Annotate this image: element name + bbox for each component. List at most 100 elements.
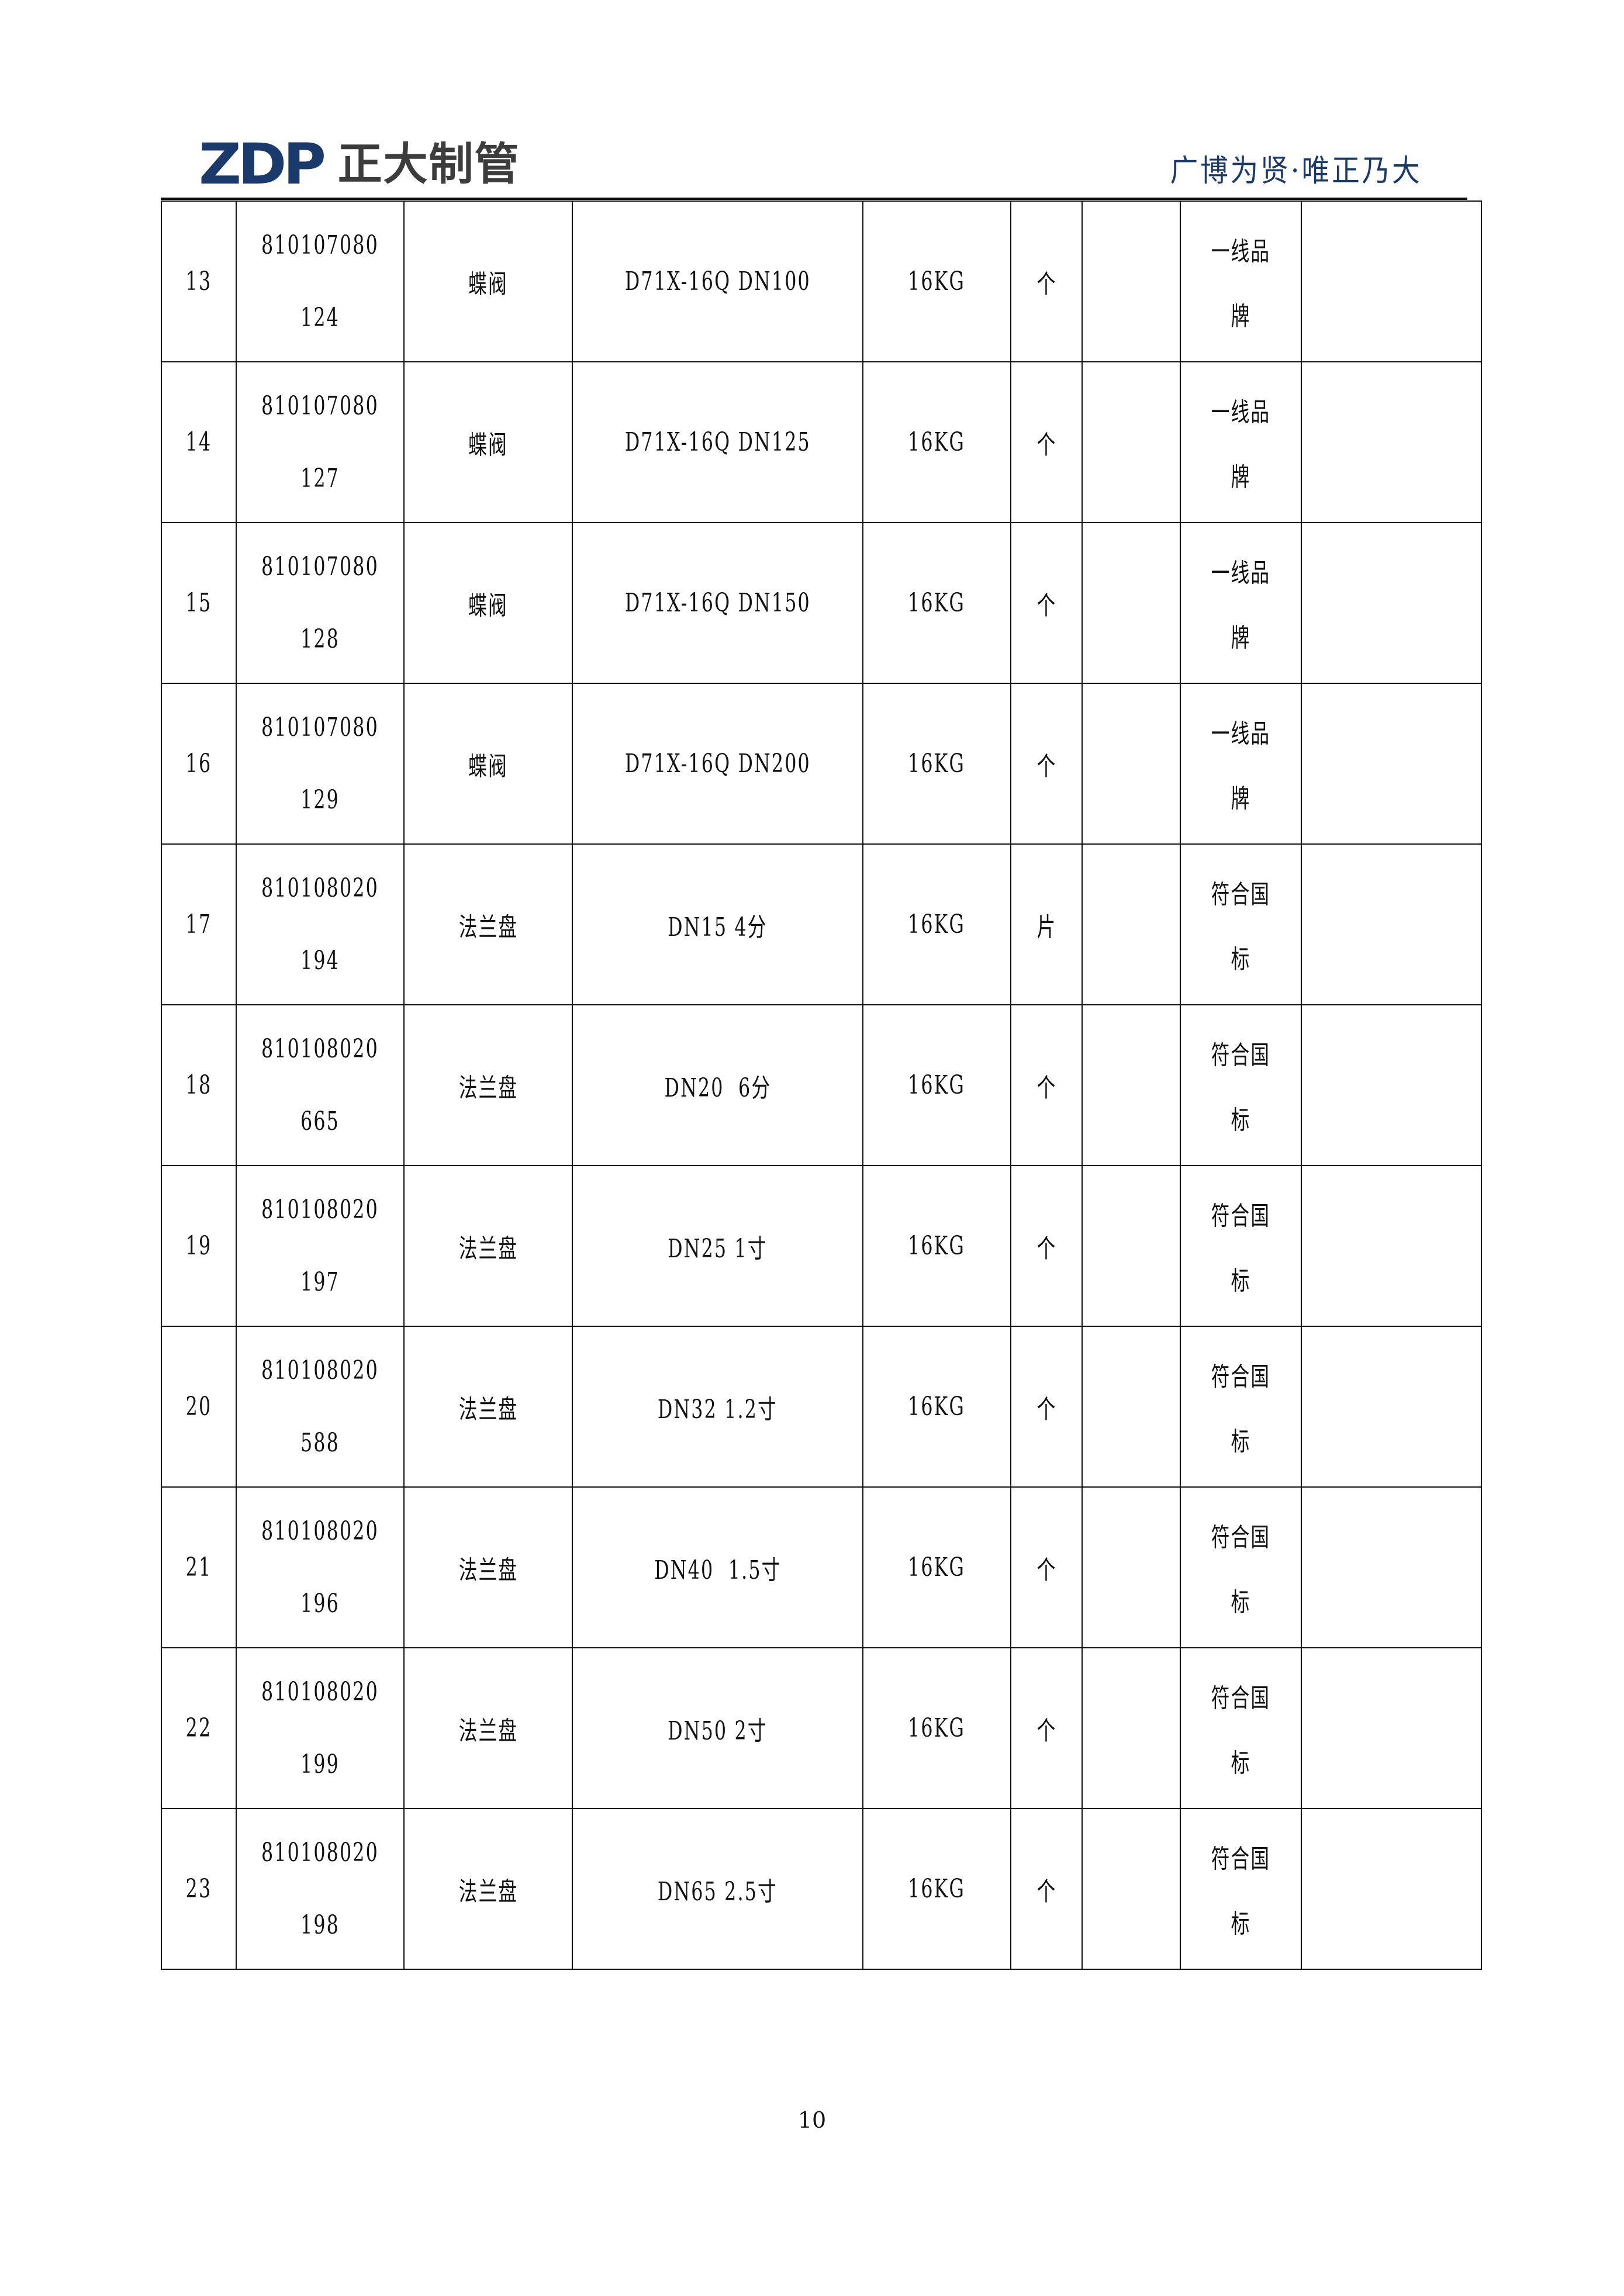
cell-pressure: 16KG (862, 1004, 1011, 1166)
cell-code: 810107080 129 (236, 683, 405, 845)
cell-remark (1301, 1165, 1482, 1327)
cell-text: 法兰盘 (458, 912, 518, 942)
cell-spec: DN25 1寸 (572, 1165, 863, 1327)
cell-qty (1081, 683, 1181, 845)
cell-text-line: 810108020 (261, 1195, 379, 1225)
cell-text: 法兰盘 (458, 1716, 518, 1746)
cell-pressure: 16KG (862, 1165, 1011, 1327)
cell-pressure: 16KG (862, 522, 1011, 684)
cell-no: 22 (161, 1647, 237, 1809)
cell-code: 810107080 124 (236, 200, 405, 362)
cell-text: 蝶阀 (468, 430, 508, 460)
cell-remark (1301, 1486, 1482, 1648)
cell-qty (1081, 200, 1181, 362)
cell-text-line: 一线品 (1211, 397, 1271, 427)
cell-text: 个 (1036, 1073, 1056, 1103)
cell-spec: DN32 1.2寸 (572, 1326, 863, 1488)
cell-text-line: 197 (300, 1267, 340, 1297)
cell-text-line: 符合国 (1211, 1362, 1271, 1392)
cell-text: D71X-16Q DN125 (624, 427, 811, 457)
cell-text: DN25 1寸 (668, 1233, 768, 1264)
cell-pressure: 16KG (862, 843, 1011, 1005)
cell-unit: 个 (1010, 1004, 1083, 1166)
cell-text: 20 (185, 1392, 212, 1422)
cell-text: 16KG (908, 588, 966, 618)
table-row: 20 810108020 588 法兰盘 DN32 1.2寸 16KG 个 符合国标 (161, 1326, 1482, 1488)
cell-text: 16KG (908, 910, 966, 939)
cell-text-line: 810108020 (261, 1677, 379, 1707)
cell-text: 16KG (908, 1713, 966, 1743)
cell-quality: 符合国标 (1180, 1004, 1302, 1166)
cell-text: 个 (1036, 430, 1056, 460)
cell-text: 个 (1036, 1233, 1056, 1264)
cell-unit: 个 (1010, 1486, 1083, 1648)
cell-text-line: 810108020 (261, 1034, 379, 1064)
cell-text: DN20 6分 (664, 1073, 771, 1103)
cell-quality: 符合国标 (1180, 1808, 1302, 1970)
cell-spec: D71X-16Q DN150 (572, 522, 863, 684)
cell-name: 蝶阀 (403, 361, 573, 523)
cell-text: 片 (1036, 912, 1056, 942)
cell-qty (1081, 1808, 1181, 1970)
cell-no: 18 (161, 1004, 237, 1166)
cell-pressure: 16KG (862, 1808, 1011, 1970)
cell-text-line: 标 (1231, 1266, 1251, 1296)
cell-text-line: 810107080 (261, 713, 379, 742)
cell-no: 14 (161, 361, 237, 523)
cell-qty (1081, 361, 1181, 523)
cell-text: 16KG (908, 1070, 966, 1100)
cell-text: 法兰盘 (458, 1394, 518, 1424)
cell-name: 法兰盘 (403, 1808, 573, 1970)
cell-name: 法兰盘 (403, 1647, 573, 1809)
cell-unit: 个 (1010, 522, 1083, 684)
cell-text-line: 810108020 (261, 1356, 379, 1385)
cell-text-line: 810107080 (261, 552, 379, 582)
page-number: 10 (797, 2107, 827, 2133)
cell-qty (1081, 1486, 1181, 1648)
table-row: 22 810108020 199 法兰盘 DN50 2寸 16KG 个 符合国标 (161, 1647, 1482, 1809)
cell-pressure: 16KG (862, 683, 1011, 845)
cell-text: 16KG (908, 1231, 966, 1261)
cell-qty (1081, 1004, 1181, 1166)
cell-text-line: 665 (300, 1106, 340, 1136)
cell-unit: 个 (1010, 1165, 1083, 1327)
cell-spec: DN40 1.5寸 (572, 1486, 863, 1648)
cell-text-line: 符合国 (1211, 880, 1271, 910)
cell-text-line: 牌 (1231, 784, 1251, 814)
cell-spec: D71X-16Q DN200 (572, 683, 863, 845)
product-table: 13 810107080 124 蝶阀 D71X-16Q DN100 16KG 个一线品牌 1… (161, 200, 1482, 1970)
cell-remark (1301, 522, 1482, 684)
cell-text-line: 牌 (1231, 623, 1251, 653)
cell-remark (1301, 1004, 1482, 1166)
cell-text-line: 588 (300, 1428, 340, 1458)
cell-unit: 片 (1010, 843, 1083, 1005)
cell-text-line: 符合国 (1211, 1040, 1271, 1070)
cell-name: 蝶阀 (403, 200, 573, 362)
cell-text: DN50 2寸 (668, 1716, 768, 1746)
cell-text-line: 127 (300, 464, 340, 493)
cell-code: 810107080 127 (236, 361, 405, 523)
cell-quality: 一线品牌 (1180, 683, 1302, 845)
cell-text: 18 (185, 1070, 212, 1100)
cell-text: 法兰盘 (458, 1233, 518, 1264)
cell-name: 法兰盘 (403, 1165, 573, 1327)
cell-name: 蝶阀 (403, 522, 573, 684)
cell-remark (1301, 1326, 1482, 1488)
cell-text-line: 810108020 (261, 1838, 379, 1868)
cell-text-line: 标 (1231, 1909, 1251, 1939)
cell-text-line: 牌 (1231, 462, 1251, 492)
cell-pressure: 16KG (862, 1486, 1011, 1648)
cell-text-line: 129 (300, 785, 340, 815)
cell-qty (1081, 1647, 1181, 1809)
cell-quality: 符合国标 (1180, 1326, 1302, 1488)
cell-quality: 符合国标 (1180, 843, 1302, 1005)
cell-unit: 个 (1010, 361, 1083, 523)
cell-text-line: 一线品 (1211, 237, 1271, 267)
cell-name: 蝶阀 (403, 683, 573, 845)
cell-text: D71X-16Q DN100 (624, 267, 811, 296)
cell-name: 法兰盘 (403, 1326, 573, 1488)
company-logo: ZDP 正大制管 (199, 136, 520, 192)
cell-quality: 一线品牌 (1180, 522, 1302, 684)
cell-text: 16KG (908, 267, 966, 296)
cell-no: 17 (161, 843, 237, 1005)
